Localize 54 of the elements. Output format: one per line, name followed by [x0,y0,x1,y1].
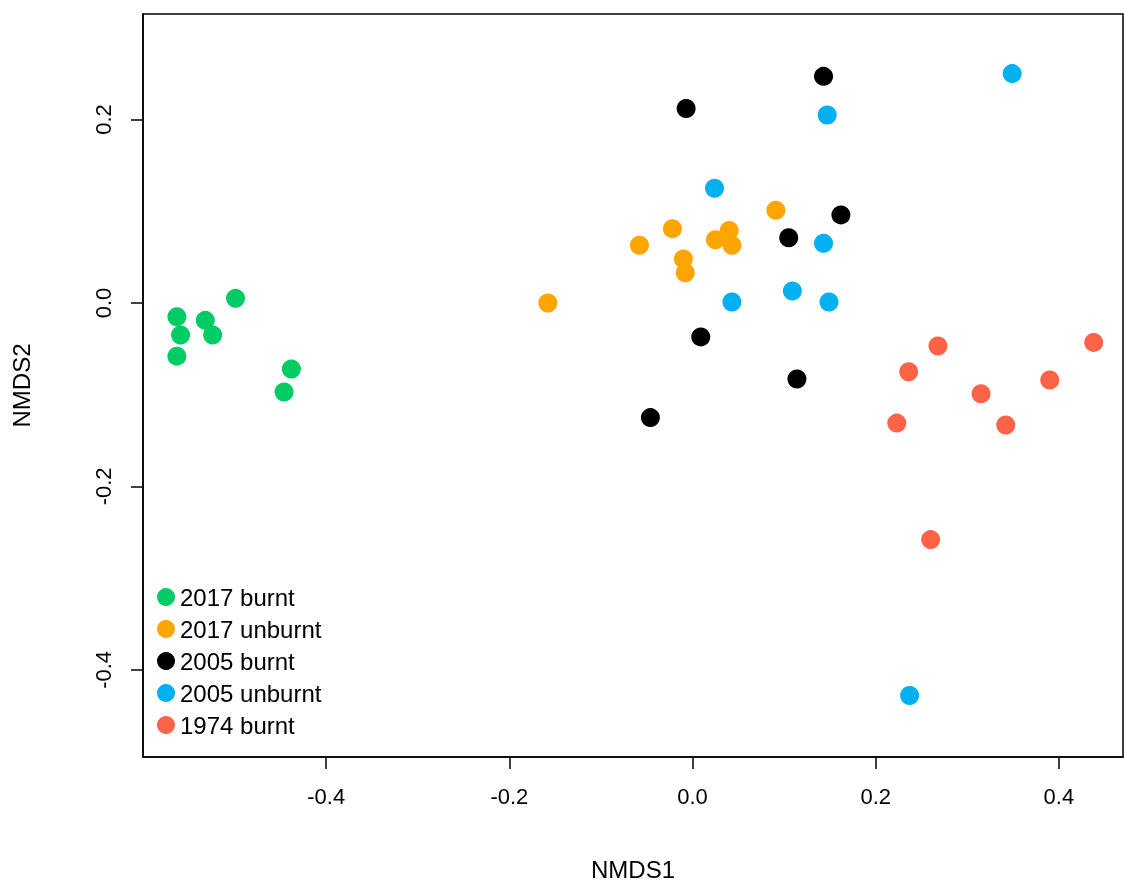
point [921,530,941,550]
point [274,382,294,402]
point [629,235,649,255]
point [167,307,187,327]
x-tick-label: -0.4 [307,783,346,809]
point [640,408,660,428]
x-tick-label: 0.4 [1043,783,1075,809]
point [195,310,215,330]
point [705,230,725,250]
point [817,105,837,125]
y-tick-label: -0.4 [90,650,116,689]
x-tick-label: 0.0 [677,783,708,809]
legend-label: 2005 unburnt [180,679,322,707]
point [779,228,799,248]
point [676,98,696,118]
point [814,233,833,253]
legend-label: 1974 burnt [180,711,296,739]
point [662,219,682,239]
point [831,205,851,225]
legend-label: 2017 unburnt [180,615,322,643]
point [722,235,742,255]
point [1002,64,1022,84]
point [782,281,802,301]
point [766,200,786,220]
point [814,66,833,86]
point [887,413,907,433]
point [226,288,245,308]
point [996,415,1016,435]
point [899,362,919,382]
point [675,263,695,283]
point [971,384,991,404]
legend-label: 2005 burnt [180,647,296,675]
legend-label: 2017 burnt [180,583,296,611]
point [787,369,807,389]
point [722,292,742,312]
point [705,178,725,198]
point [928,336,948,356]
y-tick-label: 0.0 [90,287,116,319]
point [1040,370,1060,390]
point [171,325,191,345]
y-tick-label: 0.2 [90,104,116,135]
point [538,293,558,313]
x-tick-label: -0.2 [490,783,529,809]
point [900,686,920,706]
x-tick-label: 0.2 [860,783,892,809]
point [203,325,223,345]
x-axis-title: NMDS1 [590,855,676,883]
point [1084,332,1104,352]
point [819,292,839,312]
y-tick-label: -0.2 [90,467,116,506]
point [691,327,711,347]
y-axis-title: NMDS2 [7,343,35,428]
point [281,359,301,379]
point [167,346,187,366]
